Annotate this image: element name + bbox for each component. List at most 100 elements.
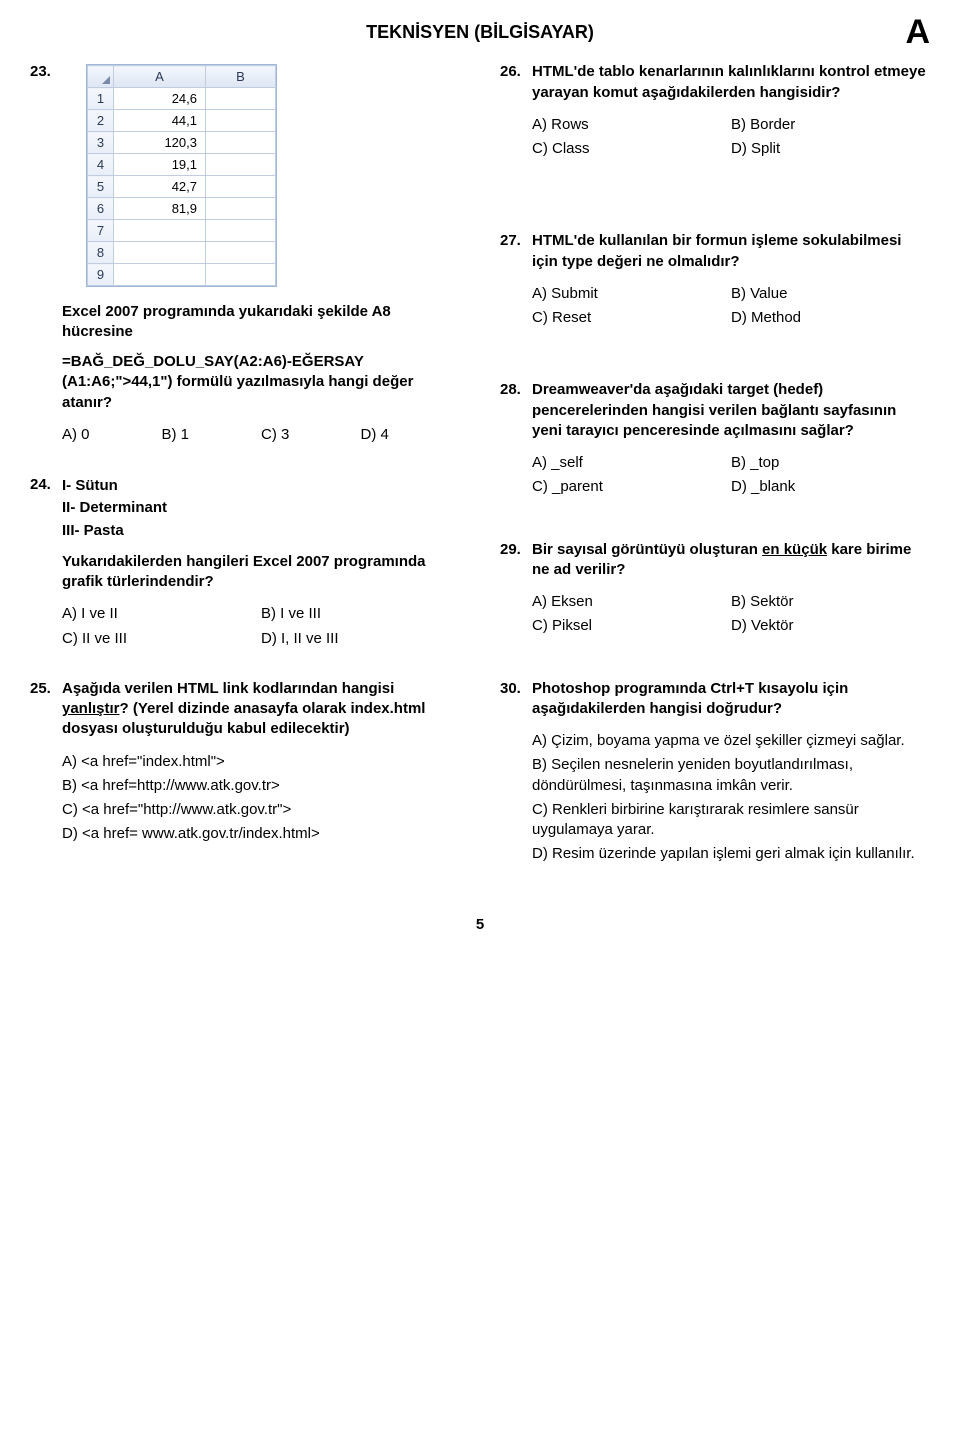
excel-cell: 120,3 — [114, 132, 206, 154]
q26-opt-b: B) Border — [731, 113, 930, 137]
excel-rowh: 5 — [88, 176, 114, 198]
excel-col-a: A — [114, 66, 206, 88]
excel-cell — [206, 88, 276, 110]
q24-opt-d: D) I, II ve III — [261, 627, 460, 651]
excel-cell: 81,9 — [114, 198, 206, 220]
q28-options: A) _self B) _top C) _parent D) _blank — [532, 451, 930, 500]
q25-text: Aşağıda verilen HTML link kodlarından ha… — [62, 679, 460, 740]
question-24: 24. I- Sütun II- Determinant III- Pasta … — [30, 475, 460, 651]
question-23: 23. A B 124,6 244,1 3120,3 419,1 — [30, 62, 460, 447]
q28-opt-a: A) _self — [532, 451, 731, 475]
q29-text: Bir sayısal görüntüyü oluşturan en küçük… — [532, 540, 930, 581]
q24-opt-c: C) II ve III — [62, 627, 261, 651]
q28-number: 28. — [500, 380, 532, 499]
q30-opt-c: C) Renkleri birbirine karıştırarak resim… — [532, 798, 930, 843]
q24-opt-a: A) I ve II — [62, 602, 261, 626]
q26-text: HTML'de tablo kenarlarının kalınlıkların… — [532, 62, 930, 103]
q23-opt-a: A) 0 — [62, 423, 162, 447]
q24-opt-b: B) I ve III — [261, 602, 460, 626]
excel-rowh: 1 — [88, 88, 114, 110]
page-title: TEKNİSYEN (BİLGİSAYAR) — [366, 20, 594, 44]
excel-rowh: 6 — [88, 198, 114, 220]
q25-text-u: yanlıştır — [62, 700, 120, 717]
q28-opt-d: D) _blank — [731, 475, 930, 499]
q30-text: Photoshop programında Ctrl+T kısayolu iç… — [532, 679, 930, 720]
q23-opt-c: C) 3 — [261, 423, 361, 447]
q24-number: 24. — [30, 475, 62, 651]
q30-opt-d: D) Resim üzerinde yapılan işlemi geri al… — [532, 842, 930, 866]
content-columns: 23. A B 124,6 244,1 3120,3 419,1 — [30, 62, 930, 894]
excel-cell — [206, 242, 276, 264]
q26-opt-d: D) Split — [731, 137, 930, 161]
q24-item-3: III- Pasta — [62, 520, 460, 542]
excel-rowh: 2 — [88, 110, 114, 132]
q23-text1: Excel 2007 programında yukarıdaki şekild… — [62, 302, 460, 343]
q23-number: 23. — [30, 62, 62, 447]
q27-opt-a: A) Submit — [532, 282, 731, 306]
q27-number: 27. — [500, 231, 532, 330]
excel-rowh: 8 — [88, 242, 114, 264]
page-number: 5 — [30, 915, 930, 935]
page-header: TEKNİSYEN (BİLGİSAYAR) A — [30, 20, 930, 44]
q28-text: Dreamweaver'da aşağıdaki target (hedef) … — [532, 380, 930, 441]
section-letter: A — [905, 10, 930, 56]
q25-opt-a: A) <a href="index.html"> — [62, 750, 460, 774]
excel-cell — [206, 264, 276, 286]
q29-number: 29. — [500, 540, 532, 639]
excel-rowh: 7 — [88, 220, 114, 242]
q29-text-u: en küçük — [762, 541, 827, 558]
left-column: 23. A B 124,6 244,1 3120,3 419,1 — [30, 62, 460, 894]
question-26: 26. HTML'de tablo kenarlarının kalınlıkl… — [500, 62, 930, 161]
q23-formula: =BAĞ_DEĞ_DOLU_SAY(A2:A6)-EĞERSAY (A1:A6;… — [62, 352, 460, 413]
excel-cell — [206, 198, 276, 220]
q27-text: HTML'de kullanılan bir formun işleme sok… — [532, 231, 930, 272]
excel-cell — [114, 264, 206, 286]
q30-options: A) Çizim, boyama yapma ve özel şekiller … — [532, 729, 930, 867]
question-29: 29. Bir sayısal görüntüyü oluşturan en k… — [500, 540, 930, 639]
q25-opt-b: B) <a href=http://www.atk.gov.tr> — [62, 774, 460, 798]
q24-text: Yukarıdakilerden hangileri Excel 2007 pr… — [62, 552, 460, 593]
q29-text-pre: Bir sayısal görüntüyü oluşturan — [532, 541, 762, 558]
q24-options: A) I ve II B) I ve III C) II ve III D) I… — [62, 602, 460, 651]
excel-cell: 42,7 — [114, 176, 206, 198]
question-27: 27. HTML'de kullanılan bir formun işleme… — [500, 231, 930, 330]
q23-opt-b: B) 1 — [162, 423, 262, 447]
q29-opt-a: A) Eksen — [532, 590, 731, 614]
excel-rowh: 9 — [88, 264, 114, 286]
question-30: 30. Photoshop programında Ctrl+T kısayol… — [500, 679, 930, 867]
question-28: 28. Dreamweaver'da aşağıdaki target (hed… — [500, 380, 930, 499]
excel-corner — [88, 66, 114, 88]
q24-item-1: I- Sütun — [62, 475, 460, 497]
q27-opt-b: B) Value — [731, 282, 930, 306]
excel-cell — [206, 110, 276, 132]
q30-opt-a: A) Çizim, boyama yapma ve özel şekiller … — [532, 729, 930, 753]
q23-opt-d: D) 4 — [361, 423, 461, 447]
excel-rowh: 4 — [88, 154, 114, 176]
excel-cell — [206, 154, 276, 176]
q25-text-pre: Aşağıda verilen HTML link kodlarından ha… — [62, 680, 394, 697]
excel-cell — [114, 220, 206, 242]
q26-options: A) Rows B) Border C) Class D) Split — [532, 113, 930, 162]
excel-cell: 24,6 — [114, 88, 206, 110]
excel-rowh: 3 — [88, 132, 114, 154]
right-column: 26. HTML'de tablo kenarlarının kalınlıkl… — [500, 62, 930, 894]
q29-opt-c: C) Piksel — [532, 614, 731, 638]
q27-options: A) Submit B) Value C) Reset D) Method — [532, 282, 930, 331]
q28-opt-b: B) _top — [731, 451, 930, 475]
q25-opt-d: D) <a href= www.atk.gov.tr/index.html> — [62, 822, 460, 846]
q26-opt-a: A) Rows — [532, 113, 731, 137]
q26-opt-c: C) Class — [532, 137, 731, 161]
q25-options: A) <a href="index.html"> B) <a href=http… — [62, 750, 460, 847]
q26-number: 26. — [500, 62, 532, 161]
q24-items: I- Sütun II- Determinant III- Pasta — [62, 475, 460, 542]
q23-options: A) 0 B) 1 C) 3 D) 4 — [62, 423, 460, 447]
q24-item-2: II- Determinant — [62, 497, 460, 519]
q28-opt-c: C) _parent — [532, 475, 731, 499]
q29-opt-b: B) Sektör — [731, 590, 930, 614]
excel-cell: 44,1 — [114, 110, 206, 132]
q27-opt-d: D) Method — [731, 306, 930, 330]
excel-cell — [206, 220, 276, 242]
question-25: 25. Aşağıda verilen HTML link kodlarında… — [30, 679, 460, 847]
excel-cell: 19,1 — [114, 154, 206, 176]
excel-col-b: B — [206, 66, 276, 88]
